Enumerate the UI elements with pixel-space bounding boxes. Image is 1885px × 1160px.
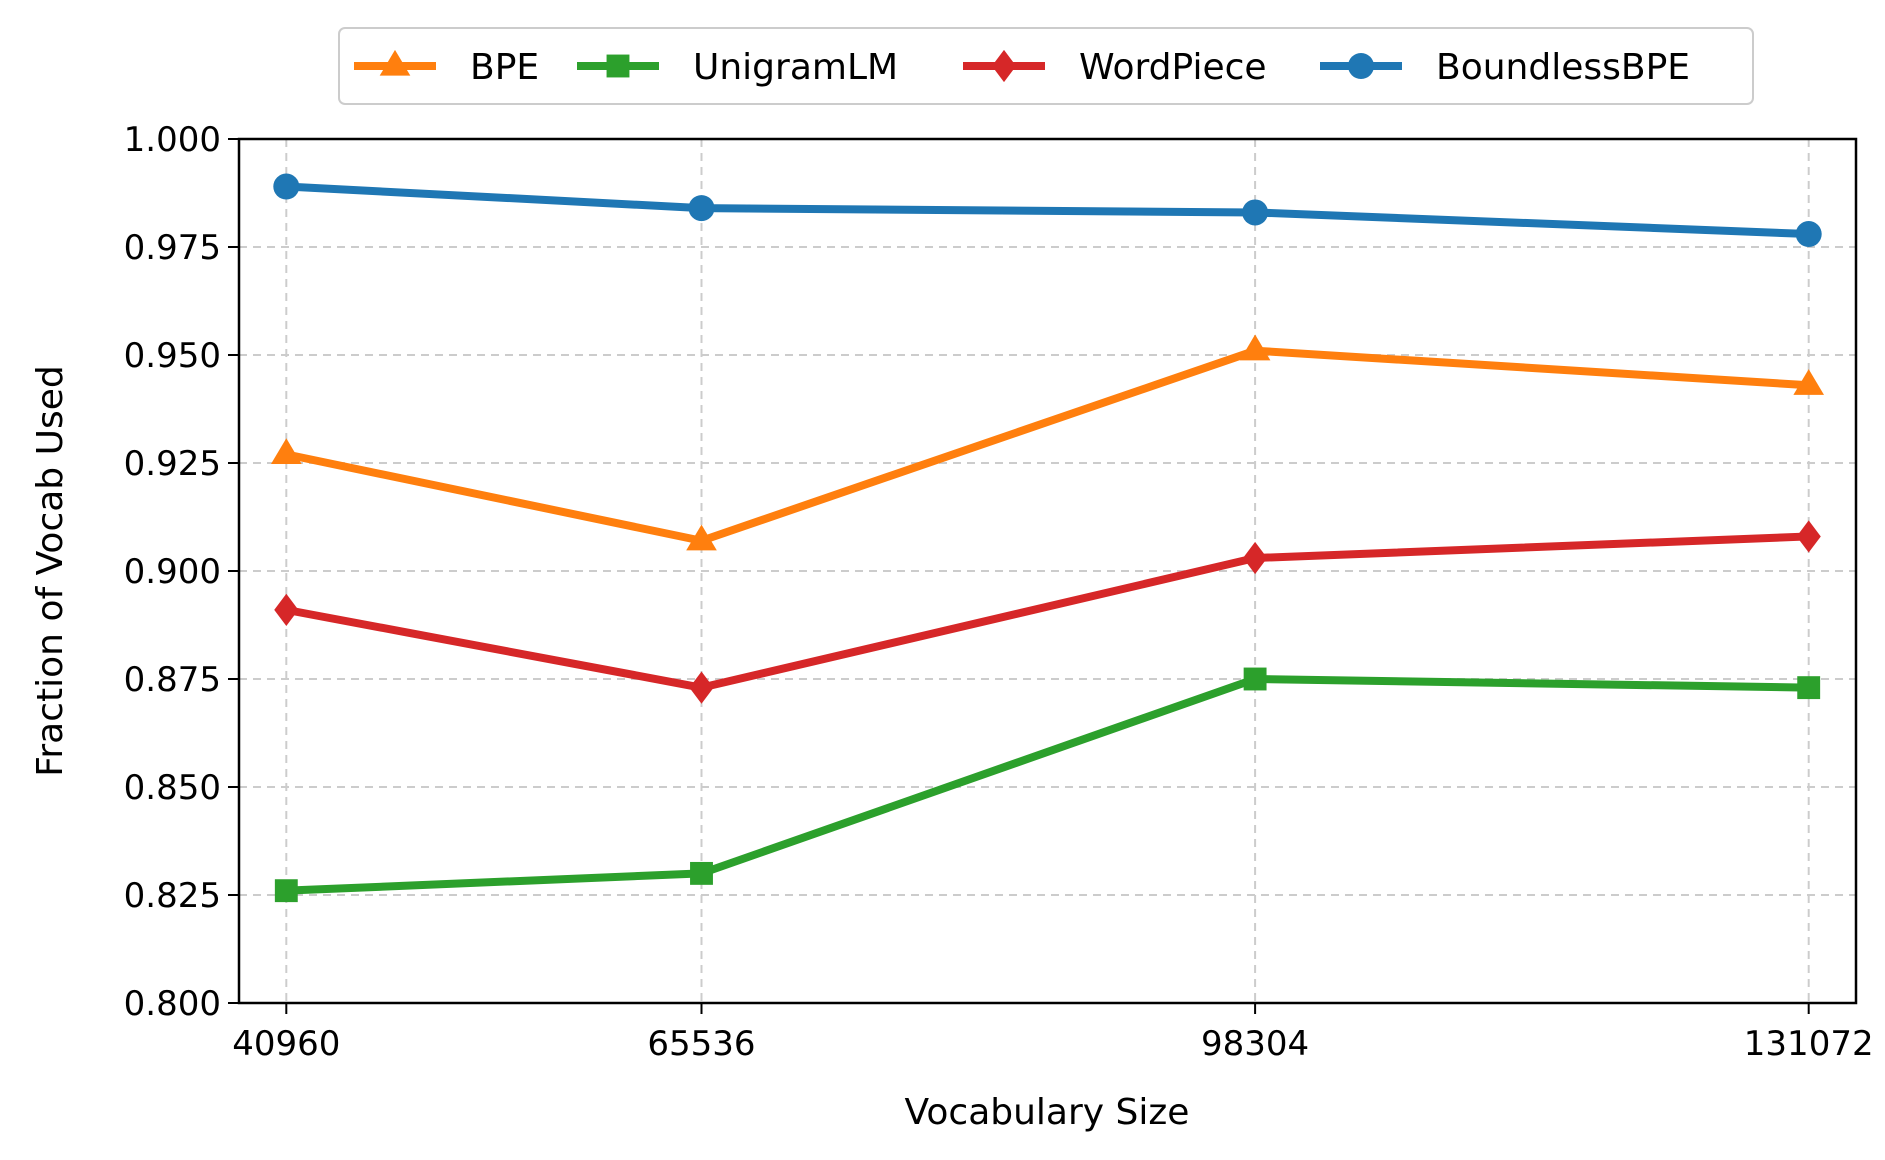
data-point	[273, 173, 300, 200]
x-tick-label: 40960	[232, 1024, 340, 1064]
x-axis-title: Vocabulary Size	[905, 1092, 1190, 1133]
data-point	[1243, 541, 1268, 575]
data-point	[689, 671, 714, 704]
legend-marker	[379, 49, 411, 76]
legend-marker	[606, 54, 630, 78]
data-point	[690, 861, 713, 885]
legend-label: WordPiece	[1079, 47, 1267, 88]
y-tick-label: 1.000	[124, 120, 221, 160]
data-point	[1239, 334, 1271, 361]
legend-marker	[991, 49, 1017, 83]
data-point	[1243, 667, 1267, 691]
y-tick-label: 0.925	[124, 444, 221, 484]
legend-entry-boundlessbpe: BoundlessBPE	[1320, 47, 1690, 88]
y-tick-label: 0.825	[124, 876, 221, 916]
series-line	[282, 182, 1813, 239]
y-axis-title: Fraction of Vocab Used	[30, 365, 71, 776]
legend-entry-bpe: BPE	[354, 47, 539, 88]
y-tick-label: 0.950	[124, 336, 221, 376]
data-point	[270, 438, 302, 465]
data-point	[686, 524, 717, 551]
series-line	[282, 532, 1813, 692]
legend-label: BoundlessBPE	[1436, 47, 1690, 88]
legend-frame	[338, 27, 1754, 105]
legend-entry-wordpiece: WordPiece	[963, 47, 1267, 88]
x-tick-label: 65536	[647, 1024, 755, 1064]
series-boundlessbpe	[273, 173, 1822, 248]
legend-entry-unigramlm: UnigramLM	[577, 47, 898, 88]
series-bpe	[270, 334, 1825, 551]
y-axis-ticks: 0.800 0.825 0.850 0.875 0.900 0.925 0.950 0.975…	[124, 120, 239, 1024]
data-point	[1796, 520, 1821, 553]
data-point	[1795, 221, 1822, 248]
x-tick-label: 131072	[1744, 1024, 1874, 1064]
legend-label: BPE	[470, 47, 539, 88]
series-wordpiece	[274, 520, 1821, 704]
series-lines	[270, 173, 1825, 903]
data-point	[1793, 369, 1825, 395]
y-tick-label: 0.900	[124, 552, 221, 592]
series-unigramlm	[274, 667, 1821, 903]
series-line	[282, 675, 1813, 895]
y-tick-label: 0.975	[124, 228, 221, 268]
x-tick-label: 98304	[1201, 1024, 1309, 1064]
data-point	[1797, 676, 1821, 700]
series-line	[282, 346, 1813, 545]
data-point	[688, 195, 715, 222]
y-tick-label: 0.875	[124, 660, 221, 700]
legend-marker	[1348, 53, 1374, 79]
data-point	[274, 879, 298, 903]
x-axis-ticks: 40960 65536 98304 131072	[232, 1003, 1874, 1064]
y-tick-label: 0.800	[124, 984, 221, 1024]
legend-label: UnigramLM	[693, 47, 898, 88]
data-point	[274, 593, 299, 626]
legend: BPE UnigramLM WordPiece BoundlessBPE	[338, 27, 1754, 105]
y-tick-label: 0.850	[124, 768, 221, 808]
data-point	[1242, 199, 1269, 226]
